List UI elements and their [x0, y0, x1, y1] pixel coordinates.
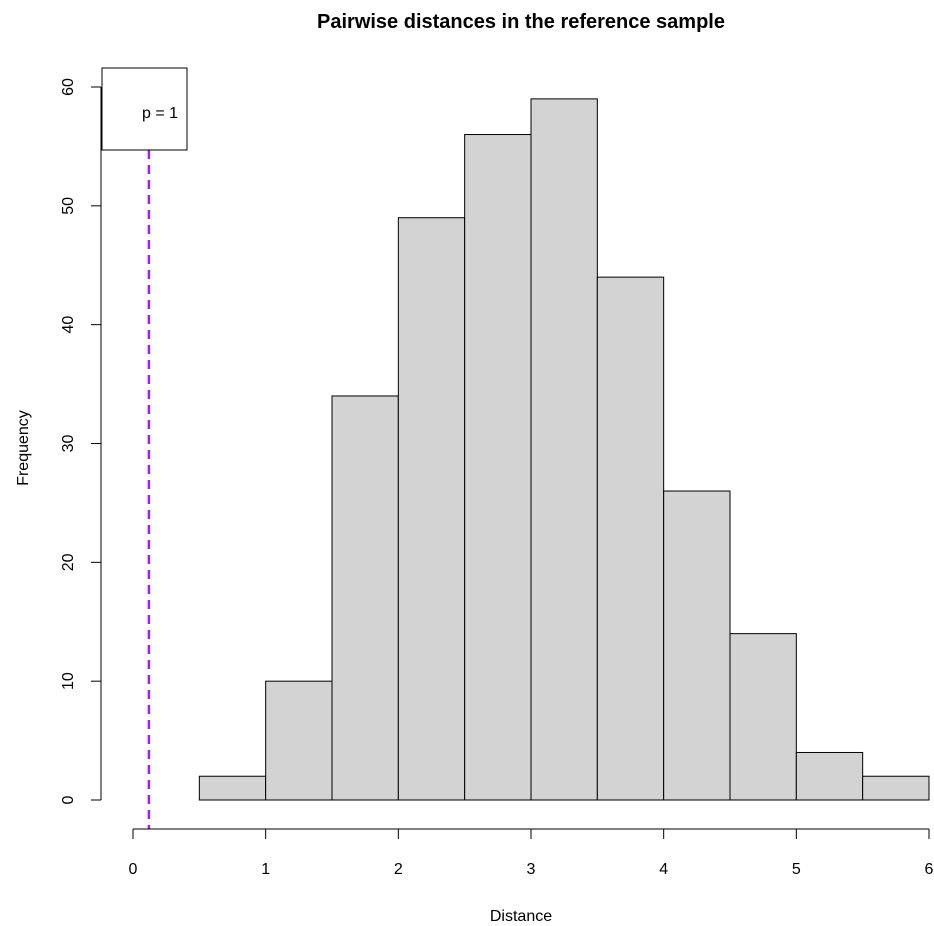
y-tick-label: 40 [60, 316, 77, 334]
histogram-bar [663, 490, 731, 801]
histogram-bar [464, 134, 532, 801]
bars-group [198, 98, 930, 801]
x-tick-label: 5 [792, 861, 801, 878]
y-tick-label: 0 [60, 795, 77, 804]
x-tick-label: 1 [261, 861, 270, 878]
x-tick-label: 6 [925, 861, 934, 878]
y-tick-label: 60 [60, 78, 77, 96]
x-tick-label: 4 [659, 861, 668, 878]
legend-box [101, 67, 188, 151]
histogram-bar [397, 217, 466, 801]
chart-title: Pairwise distances in the reference samp… [317, 11, 725, 33]
histogram-bar [795, 751, 864, 801]
y-tick-label: 30 [60, 435, 77, 453]
histogram-bar [331, 395, 399, 801]
legend-text: p = 1 [142, 105, 178, 122]
y-tick-label: 10 [60, 672, 77, 690]
histogram-bar [596, 276, 665, 801]
x-tick-label: 3 [527, 861, 536, 878]
y-tick-label: 50 [60, 197, 77, 215]
y-axis: 0 10 20 30 40 50 60 [60, 78, 102, 804]
x-tick-label: 2 [394, 861, 403, 878]
histogram-bar [530, 98, 598, 801]
x-axis-title: Distance [490, 908, 552, 925]
x-tick-label: 0 [129, 861, 138, 878]
y-axis-title: Frequency [15, 410, 32, 486]
histogram-bar [862, 775, 930, 801]
x-axis: 0 1 2 3 4 5 6 [129, 828, 934, 878]
legend: p = 1 [101, 67, 188, 151]
histogram-bar [265, 680, 333, 801]
histogram-bar [729, 633, 797, 801]
histogram-bar [198, 775, 267, 801]
y-tick-label: 20 [60, 553, 77, 571]
